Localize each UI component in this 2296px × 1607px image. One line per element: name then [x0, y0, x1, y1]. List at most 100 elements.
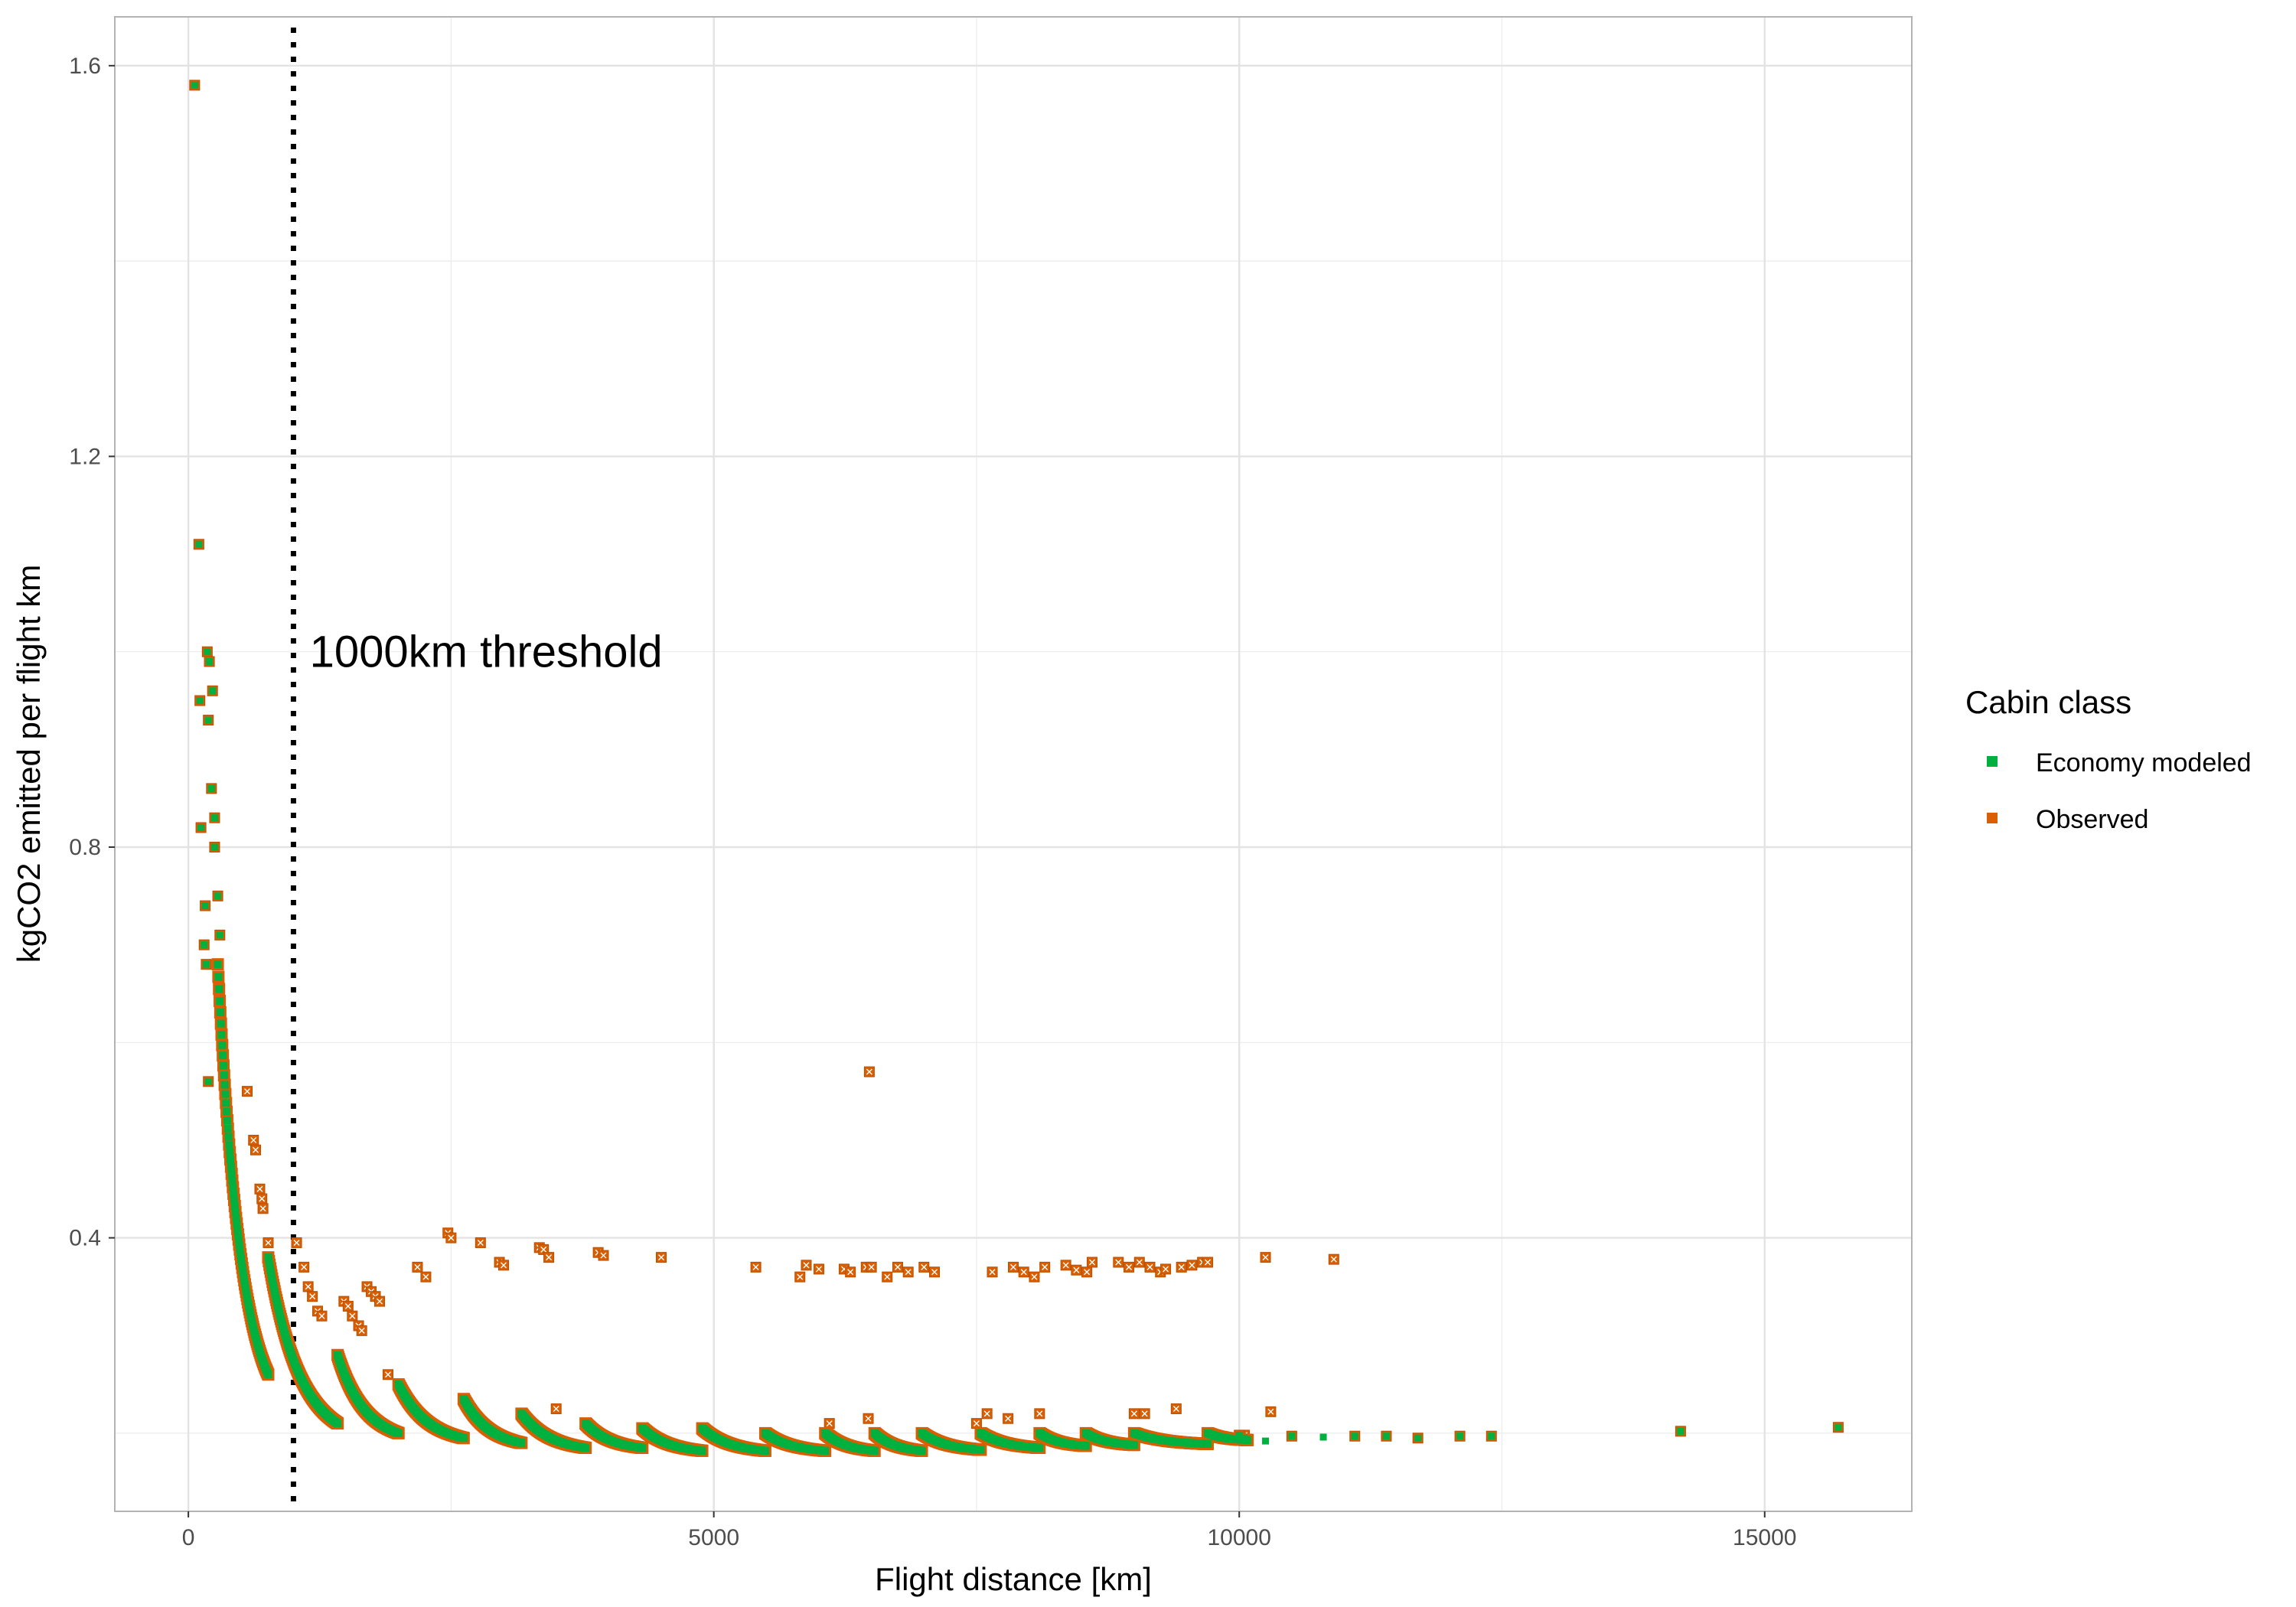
economy-band-point	[216, 1008, 224, 1016]
observed-cross	[1073, 1266, 1080, 1273]
economy-band-point	[238, 1263, 246, 1272]
economy-band-point	[240, 1272, 248, 1280]
observed-point	[263, 1237, 274, 1248]
economy-band-point	[216, 996, 224, 1005]
economy-band-point	[240, 1276, 249, 1285]
economy-band-point	[230, 1202, 239, 1211]
economy-band-point	[227, 1169, 236, 1178]
economy-point	[196, 697, 204, 705]
y-tick-label: 0.4	[69, 1226, 101, 1251]
observed-point	[1003, 1413, 1014, 1424]
economy-band-point	[223, 1124, 232, 1133]
economy-point	[1235, 1431, 1243, 1439]
economy-point	[204, 648, 211, 656]
economy-point	[209, 687, 217, 695]
economy-band-point	[918, 1446, 926, 1455]
economy-band-point	[821, 1446, 830, 1455]
economy-point	[210, 814, 218, 822]
legend-title: Cabin class	[1965, 684, 2131, 720]
economy-band-point	[233, 1225, 242, 1234]
observed-point	[794, 1271, 806, 1283]
observed-cross	[1136, 1259, 1143, 1266]
observed-point	[1170, 1403, 1182, 1414]
economy-point	[216, 931, 223, 939]
annotation-threshold: 1000km threshold	[310, 627, 663, 677]
economy-band-point	[226, 1148, 234, 1156]
legend: Cabin class Economy modeled Observed	[1965, 684, 2252, 834]
economy-band-point	[223, 1116, 231, 1124]
legend-key-economy	[1987, 756, 1998, 767]
economy-series	[191, 81, 1842, 1455]
observed-cross	[1036, 1410, 1043, 1417]
observed-point	[242, 1086, 253, 1097]
observed-point	[298, 1261, 310, 1273]
observed-cross	[1130, 1410, 1137, 1417]
observed-point	[374, 1296, 386, 1307]
observed-point	[1176, 1261, 1187, 1273]
observed-cross	[989, 1269, 996, 1276]
observed-cross	[1031, 1273, 1038, 1280]
observed-point	[902, 1266, 914, 1278]
economy-band-point	[231, 1208, 240, 1216]
economy-band-point	[870, 1446, 879, 1455]
observed-cross	[868, 1263, 875, 1270]
economy-point	[204, 1077, 212, 1085]
observed-point	[342, 1300, 354, 1312]
y-tick-label: 1.6	[69, 54, 101, 79]
economy-band-point	[394, 1429, 403, 1437]
economy-band-point	[217, 1030, 226, 1038]
economy-band-point	[230, 1189, 238, 1198]
observed-cross	[344, 1302, 351, 1309]
economy-band-point	[219, 1061, 227, 1070]
observed-cross	[1267, 1408, 1274, 1415]
observed-cross	[752, 1263, 759, 1270]
x-tick-label: 0	[182, 1525, 195, 1550]
economy-band-point	[227, 1162, 235, 1171]
economy-band-point	[229, 1183, 237, 1191]
economy-point	[191, 81, 198, 89]
observed-cross	[540, 1246, 547, 1253]
observed-cross	[866, 1068, 872, 1075]
economy-band-point	[1081, 1442, 1090, 1450]
observed-cross	[1262, 1254, 1269, 1261]
observed-cross	[546, 1254, 553, 1261]
observed-cross	[803, 1262, 810, 1269]
economy-point	[1241, 1434, 1248, 1442]
observed-point	[1071, 1264, 1082, 1276]
economy-band-point	[228, 1176, 236, 1185]
observed-cross	[894, 1263, 901, 1270]
economy-band-point	[236, 1250, 245, 1259]
economy-band-point	[237, 1260, 246, 1268]
y-axis-title: kgCO2 emitted per flight km	[11, 565, 47, 963]
observed-point	[256, 1193, 268, 1204]
observed-cross	[815, 1266, 822, 1273]
observed-point	[987, 1266, 998, 1278]
observed-point	[598, 1250, 609, 1261]
observed-cross	[553, 1405, 559, 1412]
observed-point	[1018, 1266, 1029, 1278]
economy-point	[197, 823, 205, 831]
observed-point	[356, 1325, 367, 1336]
observed-cross	[301, 1263, 308, 1270]
observed-cross	[1042, 1263, 1049, 1270]
economy-band-point	[236, 1245, 244, 1253]
economy-point	[201, 902, 209, 910]
observed-point	[550, 1403, 562, 1414]
observed-cross	[259, 1195, 266, 1202]
economy-band-point	[223, 1107, 231, 1116]
observed-point	[1186, 1260, 1198, 1271]
economy-point	[1288, 1433, 1296, 1440]
economy-band-point	[582, 1444, 590, 1452]
observed-point	[1144, 1261, 1156, 1273]
observed-cross	[1330, 1256, 1337, 1263]
observed-point	[307, 1291, 318, 1302]
plot-panel	[115, 17, 1912, 1511]
observed-point	[257, 1203, 269, 1214]
observed-cross	[865, 1415, 872, 1422]
economy-point	[206, 657, 214, 665]
observed-cross	[422, 1273, 429, 1280]
observed-cross	[1126, 1263, 1133, 1270]
economy-band-point	[264, 1371, 272, 1379]
observed-point	[863, 1066, 875, 1077]
